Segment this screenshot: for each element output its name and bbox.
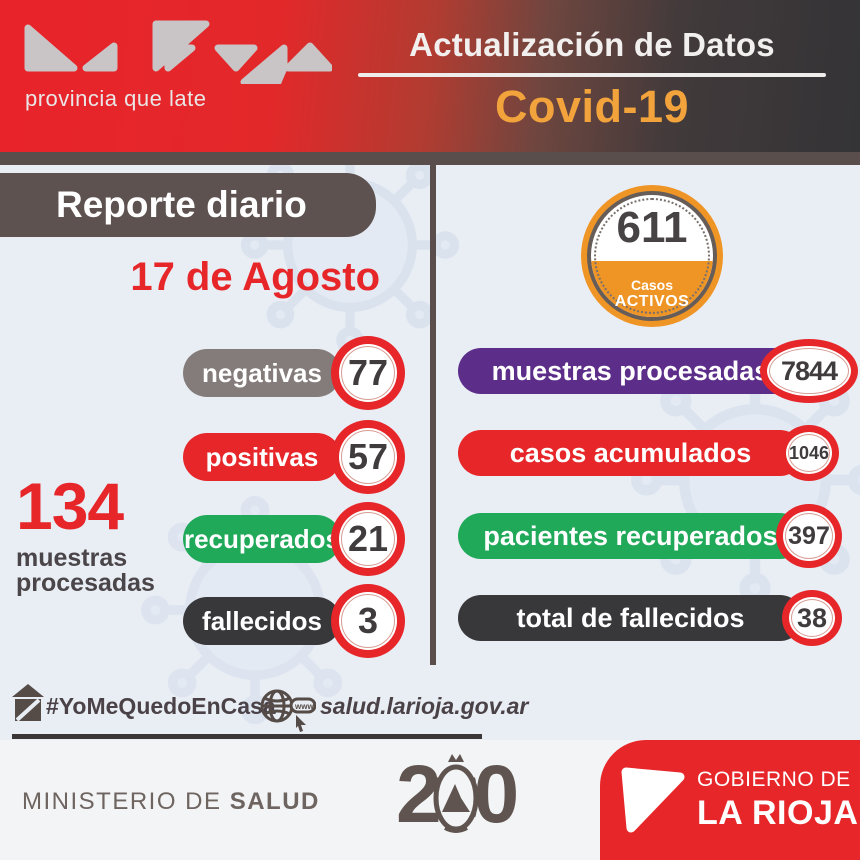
- logo-tagline: provincia que late: [25, 86, 207, 111]
- ministry-label-light: MINISTERIO DE: [22, 788, 230, 815]
- ministry-label-bold: SALUD: [229, 788, 320, 815]
- header-subtitle: Covid-19: [494, 81, 690, 132]
- stat-pill-recuperados: recuperados: [183, 515, 341, 563]
- report-title-badge: Reporte diario: [0, 173, 376, 237]
- active-cases-value: 611: [616, 203, 688, 252]
- header-title-block: Actualización de Datos Covid-19: [358, 0, 826, 152]
- column-divider: [430, 165, 436, 665]
- house-icon: [12, 684, 44, 722]
- footer-divider-line: [12, 734, 482, 739]
- total-pill-acumulados: casos acumulados: [458, 430, 803, 476]
- samples-processed-block: 134 muestras procesadas: [16, 469, 155, 598]
- la-rioja-logo: provincia que late: [22, 18, 334, 111]
- header-divider-bar: [0, 152, 860, 165]
- header-underline: [358, 73, 826, 77]
- stat-badge-negativas: 77: [331, 336, 405, 410]
- website-url: salud.larioja.gov.ar: [320, 693, 529, 719]
- active-cases-label: Casos ACTIVOS: [581, 277, 723, 311]
- total-badge-muestras: 7844: [760, 339, 858, 403]
- active-cases-badge: 611 Casos ACTIVOS: [581, 185, 723, 327]
- stat-pill-positivas: positivas: [183, 433, 341, 481]
- stat-value-recuperados: 21: [339, 510, 397, 568]
- bicentennial-logo: 2 0: [396, 749, 520, 840]
- www-label: www: [294, 702, 314, 711]
- government-triangle-icon: [621, 767, 685, 833]
- samples-caption-line2: procesadas: [16, 569, 155, 598]
- samples-caption-line1: muestras: [16, 543, 128, 572]
- globe-www-icon: www: [260, 689, 316, 732]
- cursor-arrow-icon: [296, 715, 306, 732]
- total-pill-recuperados: pacientes recuperados: [458, 513, 803, 559]
- total-pill-fallecidos: total de fallecidos: [458, 595, 803, 641]
- samples-number: 134: [16, 469, 124, 543]
- header-banner: provincia que late Actualización de Dato…: [0, 0, 860, 152]
- government-badge: GOBIERNO DE LA RIOJA: [600, 740, 860, 860]
- government-label-line1: GOBIERNO DE: [697, 768, 851, 791]
- la-rioja-triangles-icon: [24, 20, 334, 86]
- ministry-label: MINISTERIO DE SALUD: [22, 788, 320, 816]
- footer: MINISTERIO DE SALUD 2 0 GOBIERNO DE LA R…: [0, 740, 860, 860]
- stat-badge-recuperados: 21: [331, 502, 405, 576]
- content-area: Reporte diario 17 de Agosto negativas 77…: [0, 165, 860, 740]
- stat-value-positivas: 57: [339, 428, 397, 486]
- bicentennial-digit-0: 0: [473, 749, 520, 840]
- stat-badge-positivas: 57: [331, 420, 405, 494]
- stat-value-fallecidos: 3: [339, 592, 397, 650]
- total-value-acumulados: 1046: [786, 432, 832, 474]
- total-badge-recuperados: 397: [776, 504, 842, 568]
- stat-pill-fallecidos: fallecidos: [183, 597, 341, 645]
- stay-home-hashtag: #YoMeQuedoEnCasa: [46, 693, 276, 719]
- report-date: 17 de Agosto: [130, 255, 380, 299]
- active-cases-dotted-ring: [594, 198, 710, 314]
- total-value-fallecidos: 38: [789, 597, 835, 639]
- total-value-recuperados: 397: [783, 511, 835, 561]
- total-value-muestras: 7844: [767, 346, 851, 396]
- stat-value-negativas: 77: [339, 344, 397, 402]
- total-pill-muestras: muestras procesadas: [458, 348, 803, 394]
- active-cases-label-line1: Casos: [630, 277, 674, 294]
- government-label-line2: LA RIOJA: [697, 794, 859, 832]
- samples-caption: muestras procesadas: [16, 543, 155, 598]
- stat-badge-fallecidos: 3: [331, 584, 405, 658]
- header-title: Actualización de Datos: [409, 26, 775, 63]
- stat-pill-negativas: negativas: [183, 349, 341, 397]
- total-badge-fallecidos: 38: [782, 590, 842, 646]
- total-badge-acumulados: 1046: [779, 425, 839, 481]
- government-label: GOBIERNO DE LA RIOJA: [697, 768, 858, 833]
- active-cases-label-line2: ACTIVOS: [614, 293, 690, 311]
- bicentennial-emblem-icon: [433, 754, 479, 833]
